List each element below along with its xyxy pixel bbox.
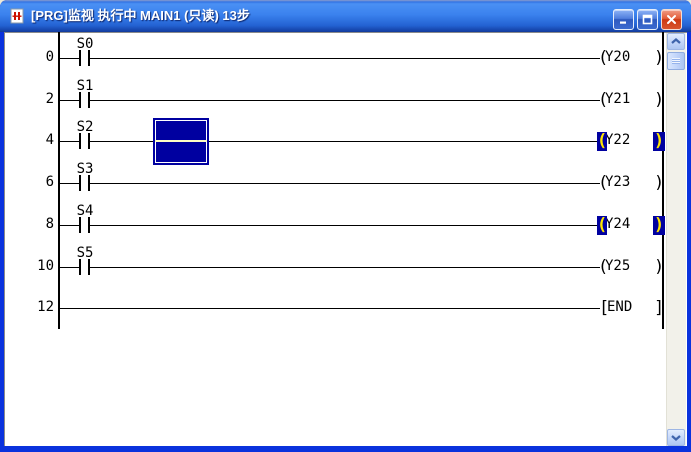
wire-segment (90, 100, 600, 101)
contact-bar[interactable] (79, 259, 81, 275)
coil-close-paren[interactable]: ) (654, 90, 665, 110)
contact-bar[interactable] (88, 133, 90, 149)
coil-label-Y24[interactable]: Y24 (605, 216, 631, 232)
coil-label-Y22[interactable]: Y22 (605, 132, 631, 148)
chevron-down-icon (671, 435, 681, 441)
coil-close-paren[interactable]: ) (653, 131, 665, 151)
instruction-close-bracket[interactable]: ] (654, 298, 665, 318)
contact-label-S1: S1 (76, 78, 94, 94)
contact-label-S5: S5 (76, 245, 94, 261)
coil-close-paren[interactable]: ) (654, 257, 665, 277)
step-number: 6 (45, 174, 54, 190)
minimize-button[interactable] (613, 9, 634, 30)
ladder-diagram: 0 S0(Y20) 2 S1(Y21) 4 S2(Y22) 6 S3(Y23) 8 S4(Y24)… (4, 32, 687, 446)
contact-bar[interactable] (88, 92, 90, 108)
wire-segment (58, 308, 600, 309)
step-number: 4 (45, 132, 54, 148)
contact-bar[interactable] (79, 92, 81, 108)
step-number: 0 (45, 49, 54, 65)
right-power-rail (662, 32, 664, 329)
maximize-button[interactable] (637, 9, 658, 30)
coil-open-paren[interactable]: ( (598, 48, 609, 68)
wire-segment (90, 225, 600, 226)
wire-segment (58, 58, 80, 59)
scroll-down-button[interactable] (667, 429, 685, 446)
step-number: 10 (37, 258, 54, 274)
wire-segment (58, 141, 80, 142)
instruction-open-bracket[interactable]: [ (599, 298, 610, 318)
contact-label-S4: S4 (76, 203, 94, 219)
contact-label-S0: S0 (76, 36, 94, 52)
step-number: 12 (37, 299, 54, 315)
left-power-rail (58, 32, 60, 329)
window-title: [PRG]监视 执行中 MAIN1 (只读) 13步 (31, 8, 250, 23)
close-icon (667, 15, 676, 24)
coil-label-Y20[interactable]: Y20 (605, 49, 631, 65)
coil-open-paren[interactable]: ( (597, 215, 608, 235)
wire-segment (58, 225, 80, 226)
titlebar-buttons (613, 9, 682, 30)
coil-close-paren[interactable]: ) (654, 173, 665, 193)
coil-label-Y25[interactable]: Y25 (605, 258, 631, 274)
contact-bar[interactable] (88, 175, 90, 191)
title-bar[interactable]: [PRG]监视 执行中 MAIN1 (只读) 13步 (0, 0, 691, 32)
coil-close-paren[interactable]: ) (653, 215, 665, 235)
ladder-client-area: 0 S0(Y20) 2 S1(Y21) 4 S2(Y22) 6 S3(Y23) 8 S4(Y24)… (4, 32, 687, 446)
coil-open-paren[interactable]: ( (598, 173, 609, 193)
vertical-scrollbar[interactable] (666, 33, 686, 446)
maximize-icon (642, 14, 653, 25)
cursor-wire-line (155, 140, 207, 142)
wire-segment (58, 267, 80, 268)
step-number: 2 (45, 91, 54, 107)
wire-segment (90, 141, 600, 142)
selection-cursor[interactable] (153, 118, 209, 165)
wire-segment (90, 58, 600, 59)
wire-segment (90, 183, 600, 184)
contact-bar[interactable] (88, 259, 90, 275)
coil-label-Y21[interactable]: Y21 (605, 91, 631, 107)
contact-label-S3: S3 (76, 161, 94, 177)
minimize-icon (620, 21, 626, 24)
contact-bar[interactable] (79, 217, 81, 233)
scrollbar-thumb[interactable] (667, 52, 685, 70)
ladder-monitor-icon (9, 8, 25, 24)
thumb-ridges (672, 58, 680, 64)
coil-open-paren[interactable]: ( (598, 257, 609, 277)
scroll-up-button[interactable] (667, 33, 685, 50)
contact-label-S2: S2 (76, 119, 94, 135)
wire-segment (58, 100, 80, 101)
coil-open-paren[interactable]: ( (598, 90, 609, 110)
contact-bar[interactable] (79, 50, 81, 66)
step-number: 8 (45, 216, 54, 232)
close-button[interactable] (661, 9, 682, 30)
coil-open-paren[interactable]: ( (597, 131, 608, 151)
contact-bar[interactable] (88, 217, 90, 233)
contact-bar[interactable] (79, 175, 81, 191)
instruction-label-END[interactable]: END (607, 299, 633, 315)
contact-bar[interactable] (79, 133, 81, 149)
chevron-up-icon (671, 38, 681, 44)
coil-close-paren[interactable]: ) (654, 48, 665, 68)
contact-bar[interactable] (88, 50, 90, 66)
wire-segment (90, 267, 600, 268)
coil-label-Y23[interactable]: Y23 (605, 174, 631, 190)
wire-segment (58, 183, 80, 184)
